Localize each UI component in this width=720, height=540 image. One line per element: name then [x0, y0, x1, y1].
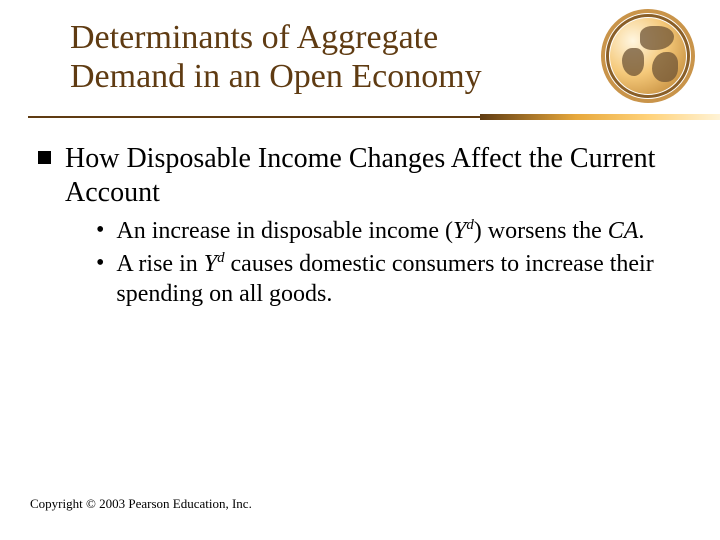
header-divider — [28, 114, 720, 120]
superscript-d: d — [466, 217, 473, 233]
var-ca: CA — [608, 218, 639, 244]
var-y: Y — [204, 251, 217, 277]
text-frag: An increase in disposable income ( — [116, 218, 453, 244]
sub-bullet-1: An increase in disposable income (Yd) wo… — [116, 217, 644, 246]
slide-body: How Disposable Income Changes Affect the… — [0, 118, 720, 309]
copyright-footer: Copyright © 2003 Pearson Education, Inc. — [30, 496, 252, 512]
slide-title: Determinants of Aggregate Demand in an O… — [70, 18, 680, 96]
sub-bullet-2: A rise in Yd causes domestic consumers t… — [116, 250, 680, 309]
title-line-1: Determinants of Aggregate — [70, 19, 438, 56]
square-bullet-icon — [38, 151, 51, 164]
bullet-text-main: How Disposable Income Changes Affect the… — [65, 142, 680, 209]
title-line-2: Demand in an Open Economy — [70, 58, 482, 95]
dot-bullet-icon: • — [96, 217, 104, 246]
bullet-level-2: • A rise in Yd causes domestic consumers… — [96, 250, 680, 309]
dot-bullet-icon: • — [96, 250, 104, 309]
text-frag: ) worsens the — [474, 218, 608, 244]
var-y: Y — [453, 218, 466, 244]
bullet-level-2: • An increase in disposable income (Yd) … — [96, 217, 680, 246]
superscript-d: d — [217, 250, 224, 266]
globe-icon — [598, 6, 698, 106]
text-frag: A rise in — [116, 251, 203, 277]
slide-header: Determinants of Aggregate Demand in an O… — [0, 0, 720, 118]
bullet-level-1: How Disposable Income Changes Affect the… — [38, 142, 680, 209]
text-frag: . — [638, 218, 644, 244]
